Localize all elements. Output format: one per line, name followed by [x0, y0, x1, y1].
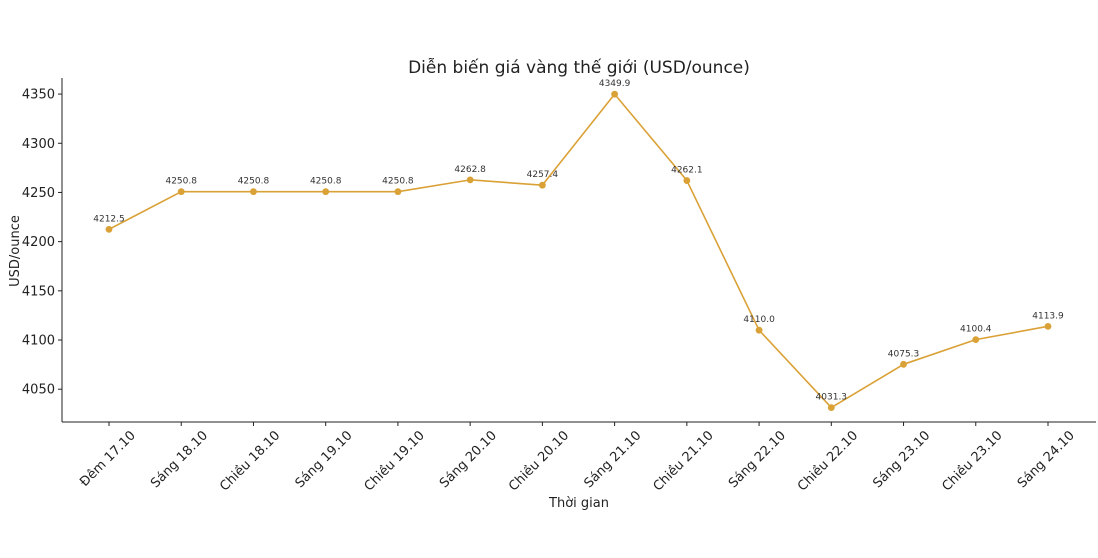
data-point: [972, 336, 980, 344]
x-tick-label: Sáng 18.10: [148, 428, 211, 491]
data-label: 4110.0: [743, 315, 775, 325]
x-tick-label: Chiều 20.10: [506, 428, 572, 494]
data-point: [611, 90, 619, 98]
y-tick-label: 4200: [22, 235, 55, 250]
data-point: [322, 188, 330, 196]
data-label: 4031.3: [816, 393, 848, 403]
data-point: [683, 177, 691, 184]
chart-title: Diễn biến giá vàng thế giới (USD/ounce): [408, 57, 750, 78]
data-label: 4212.5: [93, 214, 125, 224]
data-label: 4075.3: [888, 349, 920, 359]
y-tick-label: 4250: [22, 186, 55, 201]
y-tick-label: 4150: [22, 284, 55, 299]
x-tick-label: Sáng 22.10: [726, 428, 789, 491]
data-point: [394, 188, 402, 196]
x-tick-label: Chiều 18.10: [217, 428, 283, 494]
x-tick-label: Sáng 24.10: [1015, 428, 1078, 491]
data-point: [538, 181, 546, 189]
data-label: 4257.4: [527, 170, 559, 180]
data-label: 4250.8: [310, 177, 342, 187]
data-label: 4349.9: [599, 79, 631, 89]
data-point: [177, 188, 185, 196]
x-tick-label: Chiều 19.10: [362, 428, 428, 494]
data-label: 4250.8: [382, 177, 414, 187]
data-point: [1044, 322, 1052, 330]
data-point: [827, 404, 835, 412]
data-point: [250, 188, 257, 196]
y-tick-label: 4100: [22, 334, 55, 349]
x-tick-label: Chiều 21.10: [651, 428, 717, 494]
data-point: [105, 225, 113, 233]
data-label: 4262.1: [671, 166, 703, 176]
y-axis-label: USD/ounce: [8, 215, 23, 287]
x-tick-label: Sáng 19.10: [293, 428, 356, 491]
y-tick-label: 4300: [22, 137, 55, 152]
y-tick-label: 4050: [22, 383, 55, 398]
data-label: 4262.8: [454, 165, 486, 175]
series-line: [108, 93, 1049, 409]
x-tick-label: Sáng 20.10: [437, 428, 500, 491]
x-tick-label: Chiều 22.10: [795, 428, 861, 494]
data-point: [900, 360, 907, 368]
x-tick-label: Sáng 23.10: [870, 428, 933, 491]
x-tick-label: Sáng 21.10: [581, 428, 644, 491]
data-label: 4113.9: [1032, 311, 1064, 321]
data-label: 4100.4: [960, 325, 992, 335]
data-label: 4250.8: [238, 177, 270, 187]
y-tick-label: 4350: [22, 88, 55, 103]
data-point: [755, 326, 763, 334]
x-tick-label: Chiều 23.10: [939, 428, 1005, 494]
x-axis-label: Thời gian: [548, 496, 609, 511]
x-tick-label: Đêm 17.10: [77, 428, 139, 490]
data-label: 4250.8: [165, 177, 197, 187]
data-point: [466, 176, 474, 184]
